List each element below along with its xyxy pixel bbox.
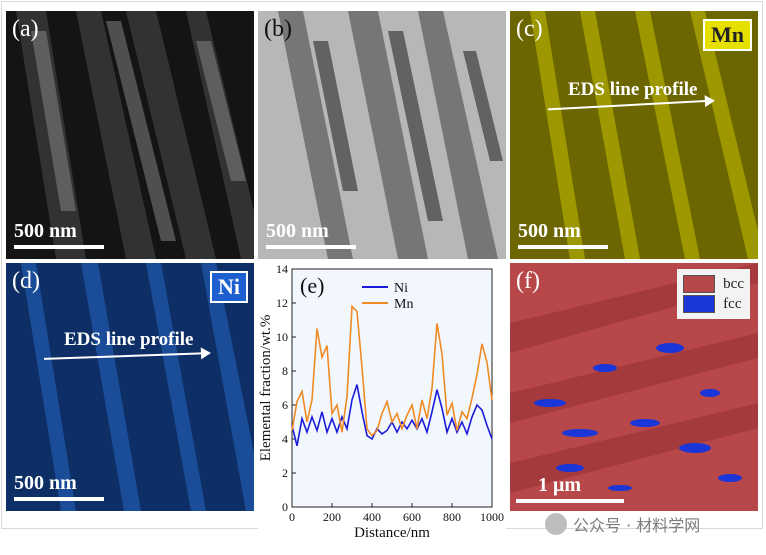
legend-swatch-bcc [683,275,716,293]
panel-d-scale-text: 500 nm [14,472,77,494]
legend-swatch-fcc [683,295,716,313]
wechat-icon [545,513,567,535]
panel-d-scale-bar: 500 nm [14,472,104,501]
panel-f-scale-text: 1 μm [538,474,581,496]
y-tick-label: 12 [276,296,288,310]
panel-c-scale-bar: 500 nm [518,220,608,249]
panel-a-label: (a) [12,16,39,42]
panel-d-element-badge: Ni [210,271,248,303]
legend-row-bcc: bcc [683,275,744,293]
legend-row-fcc: fcc [683,295,744,313]
panel-d-stripe-texture [6,263,254,511]
y-tick-label: 6 [282,398,288,412]
x-tick-label: 400 [363,510,381,524]
x-tick-label: 800 [443,510,461,524]
panel-c-stripe-texture [510,11,758,259]
panel-d-label: (d) [12,268,40,294]
y-tick-label: 14 [276,263,288,276]
panel-c-label: (c) [516,16,543,42]
x-axis-label: Distance/nm [354,525,430,541]
watermark: 公众号 · 材料学网 [545,512,700,536]
panel-c-element-badge: Mn [703,19,752,51]
panel-b-scale-bar: 500 nm [266,220,356,249]
legend-label-ni: Ni [394,281,408,296]
plot-area [291,268,493,508]
y-tick-label: 4 [282,432,288,446]
panel-f-phase-map: (f) bcc fcc 1 μm [510,263,758,511]
panel-b-bright-field-image: (b) 500 nm [258,11,506,259]
panel-e-line-chart: 0 200 400 600 800 1000 0 2 4 6 8 10 12 14 Ni Mn (e) Dista… [258,263,506,545]
panel-a-scale-bar: 500 nm [14,220,104,249]
panel-c-scale-line [518,245,608,249]
x-tick-label: 600 [403,510,421,524]
legend-label-bcc: bcc [723,275,744,292]
x-tick-label: 0 [289,510,295,524]
y-axis-label: Elemental fraction/wt.% [258,315,274,462]
panel-f-legend: bcc fcc [677,269,750,319]
panel-a-scale-text: 500 nm [14,220,77,242]
y-tick-label: 8 [282,364,288,378]
panel-b-scale-text: 500 nm [266,220,329,242]
x-tick-label: 200 [323,510,341,524]
panel-d-ni-map: (d) Ni EDS line profile 500 nm [6,263,254,511]
panel-a-lath-texture [6,11,254,259]
legend-label-mn: Mn [394,297,413,312]
y-tick-label: 0 [282,500,288,514]
panel-d-scale-line [14,497,104,501]
legend-label-fcc: fcc [723,295,742,312]
panel-c-mn-map: (c) Mn EDS line profile 500 nm [510,11,758,259]
panel-f-scale-bar: 1 μm [516,474,624,503]
panel-b-lath-texture [258,11,506,259]
panel-a-scale-line [14,245,104,249]
y-tick-label: 10 [276,330,288,344]
panel-d-eds-label: EDS line profile [64,329,194,350]
panel-f-scale-line [516,499,624,503]
panel-c-scale-text: 500 nm [518,220,581,242]
panel-f-label: (f) [516,268,540,294]
panel-c-eds-label: EDS line profile [568,79,698,100]
panel-a-dark-field-image: (a) 500 nm [6,11,254,259]
watermark-text: 公众号 · 材料学网 [573,516,701,535]
panel-b-label: (b) [264,16,292,42]
x-tick-label: 1000 [480,510,504,524]
panel-e-label: (e) [300,273,324,298]
y-tick-label: 2 [282,466,288,480]
series-line-mn [291,304,493,437]
panel-b-scale-line [266,245,356,249]
